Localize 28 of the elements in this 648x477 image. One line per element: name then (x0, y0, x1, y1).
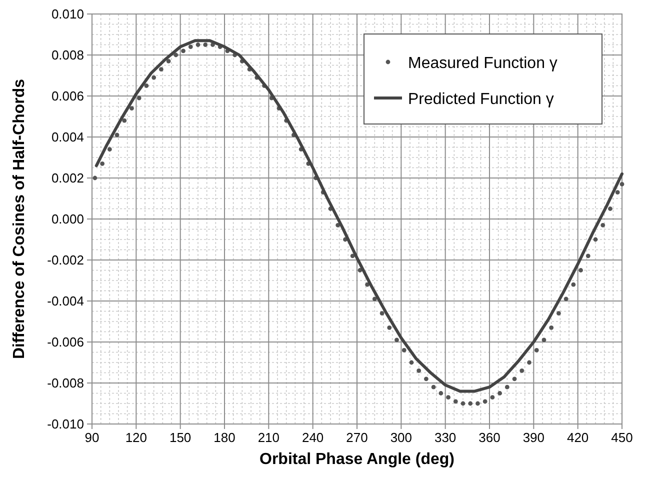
y-axis-title: Difference of Cosines of Half-Chords (11, 78, 28, 360)
x-tick-label: 240 (302, 430, 324, 445)
legend-label: Measured Function γ (408, 55, 558, 72)
x-tick-label: 330 (434, 430, 456, 445)
x-tick-label: 360 (478, 430, 500, 445)
y-tick-label: 0.002 (51, 170, 84, 186)
x-tick-label: 390 (522, 430, 545, 445)
x-tick-label: 120 (125, 430, 148, 445)
x-tick-label: 420 (566, 430, 589, 445)
x-tick-label: 180 (214, 430, 236, 445)
y-tick-label: -0.008 (47, 376, 84, 390)
y-tick-label: -0.002 (47, 252, 84, 268)
x-tick-label: 210 (258, 430, 280, 445)
x-tick-label: 300 (390, 430, 412, 445)
x-tick-label: 90 (84, 430, 100, 445)
y-tick-label: -0.010 (47, 416, 84, 432)
y-tick-label: 0.008 (51, 48, 84, 62)
y-tick-label: 0.000 (51, 212, 84, 226)
y-tick-label: 0.006 (51, 88, 84, 104)
y-tick-label: 0.010 (51, 6, 84, 22)
legend-label: Predicted Function γ (408, 91, 554, 108)
x-tick-label: 450 (611, 430, 633, 445)
y-tick-label: -0.006 (47, 334, 84, 350)
y-tick-label: -0.004 (47, 294, 84, 308)
x-tick-label: 150 (169, 430, 192, 445)
x-tick-label: 270 (346, 430, 368, 445)
y-tick-label: 0.004 (51, 130, 84, 144)
x-axis-title: Orbital Phase Angle (deg) (260, 451, 454, 468)
